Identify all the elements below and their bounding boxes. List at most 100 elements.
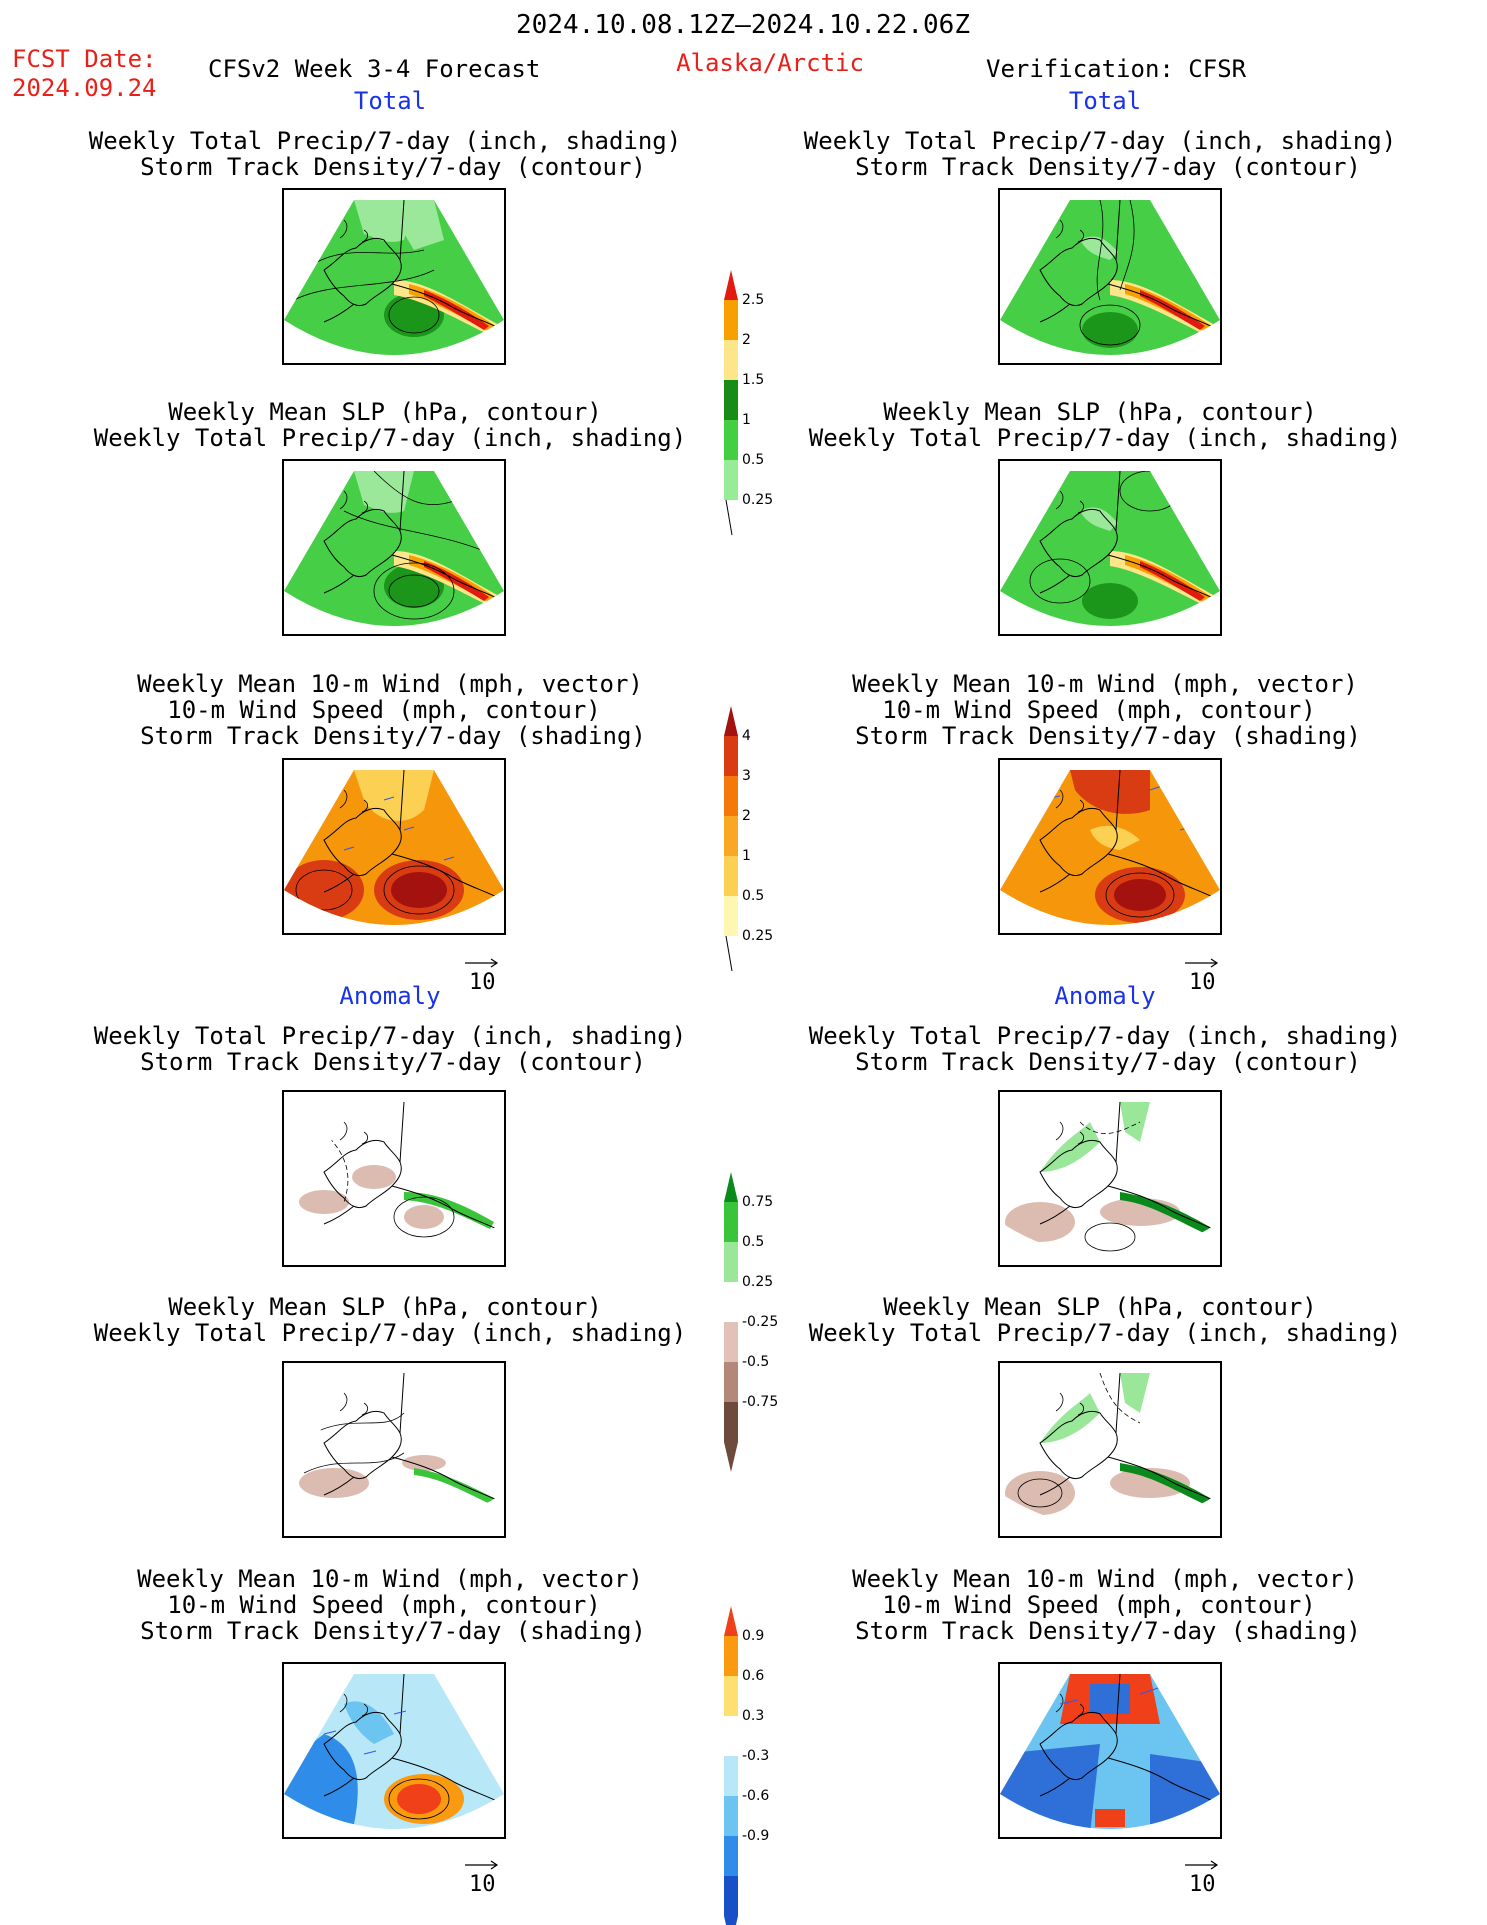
- colorbar-anom-precip-label: -0.75: [742, 1394, 778, 1410]
- colorbar-anom-track-label: -0.6: [742, 1788, 769, 1804]
- colorbar-anom-track-label: 0.3: [742, 1708, 764, 1724]
- colorbar-anom-precip-swatch: [724, 1322, 738, 1362]
- colorbar-total-track-swatch: [724, 776, 738, 816]
- colorbar-total-precip-tail: [725, 499, 733, 536]
- title-anom-wind-left-3: Storm Track Density/7-day (shading): [140, 1617, 646, 1645]
- colorbar-total-track-label: 4: [742, 728, 751, 744]
- colorbar-total-precip-cap-top: [724, 270, 738, 300]
- title-total-slp-left-1: Weekly Mean SLP (hPa, contour): [168, 398, 602, 426]
- section-total-right: Total: [1068, 87, 1142, 115]
- colorbar-total-track-cap-top: [724, 706, 738, 736]
- map-anom-wind-track-right: [998, 1662, 1222, 1839]
- colorbar-total-track-swatch: [724, 856, 738, 896]
- colorbar-anom-precip-graphic: 0.75 0.5 0.25 -0.25 -0.5 -0.75: [724, 1172, 778, 1472]
- colorbar-anom-precip-label: 0.75: [742, 1194, 773, 1210]
- title-anom-precip-track-left-1: Weekly Total Precip/7-day (inch, shading…: [93, 1022, 687, 1050]
- colorbar-anom-track-swatch: [724, 1756, 738, 1796]
- colorbar-total-track-label: 2: [742, 808, 751, 824]
- colorbar-anom-precip-cap-top: [724, 1172, 738, 1202]
- title-total-precip-track-left-2: Storm Track Density/7-day (contour): [140, 153, 646, 181]
- colorbar-anom-track-cap-top: [724, 1606, 738, 1636]
- colorbar-anom-precip-label: -0.25: [742, 1314, 778, 1330]
- colorbar-total-precip-label: 0.25: [742, 492, 773, 508]
- colorbar-total-track-swatch: [724, 816, 738, 856]
- colorbar-anom-track-label: -0.9: [742, 1828, 769, 1844]
- colorbar-total-track: 4 3 2 1 0.5 0.25: [724, 706, 794, 996]
- colorbar-anom-precip-cap-bottom: [724, 1442, 738, 1472]
- title-anom-wind-right-3: Storm Track Density/7-day (shading): [855, 1617, 1361, 1645]
- colorbar-total-precip-label: 2.5: [742, 292, 764, 308]
- title-anom-slp-right-1: Weekly Mean SLP (hPa, contour): [883, 1293, 1317, 1321]
- colorbar-anom-track-swatch: [724, 1716, 738, 1756]
- title-anom-slp-right-2: Weekly Total Precip/7-day (inch, shading…: [808, 1319, 1402, 1347]
- model-name: CFSv2 Week 3-4 Forecast: [208, 55, 541, 83]
- colorbar-anom-track-label: 0.9: [742, 1628, 764, 1644]
- colorbar-anom-precip-label: 0.25: [742, 1274, 773, 1290]
- vector-arrow-icon: [465, 1860, 499, 1870]
- vector-ref-value: 10: [1189, 970, 1216, 995]
- title-anom-wind-right-1: Weekly Mean 10-m Wind (mph, vector): [852, 1565, 1358, 1593]
- section-total-left: Total: [353, 87, 427, 115]
- map-total-precip-track-right: [998, 188, 1222, 365]
- colorbar-total-precip-graphic: 2.5 2 1.5 1 0.5 0.25: [724, 270, 773, 536]
- colorbar-total-precip-swatch: [724, 460, 738, 500]
- map-anom-precip-track-left: [282, 1090, 506, 1267]
- colorbar-total-precip-swatch: [724, 420, 738, 460]
- title-total-wind-left-2: 10-m Wind Speed (mph, contour): [167, 696, 601, 724]
- colorbar-total-track-tail: [725, 935, 733, 972]
- fcst-date: 2024.09.24: [12, 74, 157, 102]
- vector-arrow-icon: [1185, 1860, 1219, 1870]
- map-total-wind-track-left: [282, 758, 506, 935]
- map-anom-slp-precip-right: [998, 1361, 1222, 1538]
- map-anom-slp-precip-left: [282, 1361, 506, 1538]
- vector-arrow-icon: [1185, 958, 1219, 968]
- colorbar-anom-track-cap-bottom: [724, 1916, 738, 1925]
- title-anom-wind-right-2: 10-m Wind Speed (mph, contour): [882, 1591, 1316, 1619]
- colorbar-total-track-label: 1: [742, 848, 751, 864]
- title-total-wind-right-1: Weekly Mean 10-m Wind (mph, vector): [852, 670, 1358, 698]
- colorbar-total-precip: 2.5 2 1.5 1 0.5 0.25: [724, 270, 794, 560]
- colorbar-anom-precip-label: -0.5: [742, 1354, 769, 1370]
- colorbar-total-track-swatch: [724, 896, 738, 936]
- vector-ref-value: 10: [1189, 1872, 1216, 1897]
- colorbar-total-precip-label: 0.5: [742, 452, 764, 468]
- colorbar-total-track-label: 0.25: [742, 928, 773, 944]
- colorbar-total-precip-swatch: [724, 300, 738, 340]
- colorbar-anom-track-swatch: [724, 1836, 738, 1876]
- vector-ref-total-right: 10: [1185, 958, 1225, 998]
- region-name: Alaska/Arctic: [676, 49, 864, 77]
- vector-ref-value: 10: [469, 1872, 496, 1897]
- colorbar-total-track-swatch: [724, 736, 738, 776]
- colorbar-anom-precip-swatch: [724, 1282, 738, 1322]
- map-total-precip-track-left: [282, 188, 506, 365]
- colorbar-anom-track-graphic: 0.9 0.6 0.3 -0.3 -0.6 -0.9: [724, 1606, 769, 1925]
- colorbar-anom-track-label: 0.6: [742, 1668, 764, 1684]
- title-total-slp-left-2: Weekly Total Precip/7-day (inch, shading…: [93, 424, 687, 452]
- title-total-precip-track-right-1: Weekly Total Precip/7-day (inch, shading…: [803, 127, 1397, 155]
- colorbar-total-track-label: 0.5: [742, 888, 764, 904]
- map-anom-wind-track-left: [282, 1662, 506, 1839]
- colorbar-total-track-graphic: 4 3 2 1 0.5 0.25: [724, 706, 773, 972]
- title-anom-precip-track-right-1: Weekly Total Precip/7-day (inch, shading…: [808, 1022, 1402, 1050]
- title-total-slp-right-2: Weekly Total Precip/7-day (inch, shading…: [808, 424, 1402, 452]
- colorbar-anom-precip-swatch: [724, 1362, 738, 1402]
- title-total-precip-track-right-2: Storm Track Density/7-day (contour): [855, 153, 1361, 181]
- map-total-slp-precip-right: [998, 459, 1222, 636]
- colorbar-anom-precip-swatch: [724, 1402, 738, 1442]
- title-anom-precip-track-right-2: Storm Track Density/7-day (contour): [855, 1048, 1361, 1076]
- map-total-wind-track-right: [998, 758, 1222, 935]
- vector-ref-anom-left: 10: [465, 1860, 505, 1900]
- fcst-label: FCST Date:: [12, 45, 157, 73]
- title-anom-wind-left-1: Weekly Mean 10-m Wind (mph, vector): [137, 1565, 643, 1593]
- section-anomaly-right: Anomaly: [1054, 982, 1156, 1010]
- colorbar-total-precip-label: 1.5: [742, 372, 764, 388]
- title-total-wind-left-3: Storm Track Density/7-day (shading): [140, 722, 646, 750]
- vector-ref-total-left: 10: [465, 958, 505, 998]
- vector-arrow-icon: [465, 958, 499, 968]
- colorbar-anom-precip-label: 0.5: [742, 1234, 764, 1250]
- title-total-slp-right-1: Weekly Mean SLP (hPa, contour): [883, 398, 1317, 426]
- section-anomaly-left: Anomaly: [339, 982, 441, 1010]
- colorbar-anom-track: 0.9 0.6 0.3 -0.3 -0.6 -0.9: [724, 1606, 804, 1925]
- colorbar-anom-track-swatch: [724, 1876, 738, 1916]
- map-anom-precip-track-right: [998, 1090, 1222, 1267]
